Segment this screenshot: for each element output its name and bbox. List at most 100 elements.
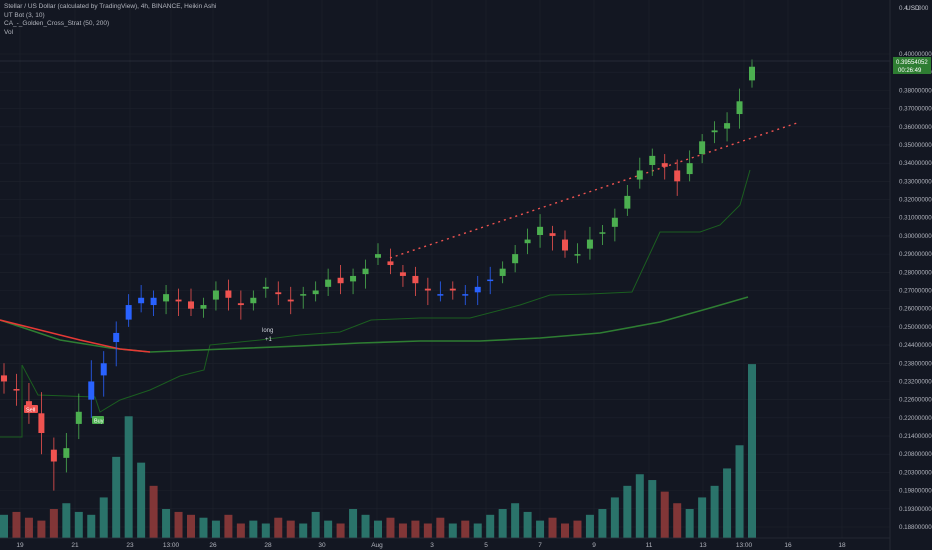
volume-bar xyxy=(324,520,333,538)
candle-body xyxy=(387,261,394,266)
x-tick-label: 30 xyxy=(318,542,326,549)
candle-body xyxy=(574,254,581,256)
buy-marker-label: Buy xyxy=(94,419,104,425)
candle-body xyxy=(200,305,207,309)
volume-bar xyxy=(660,491,669,538)
candle-body xyxy=(424,288,431,291)
volume-bar xyxy=(261,523,270,538)
volume-bar xyxy=(723,468,732,538)
price-axis[interactable]: 0.400000000.390000000.380000000.37000000… xyxy=(889,0,932,550)
volume-bar xyxy=(748,364,756,538)
candle-body xyxy=(175,299,182,302)
candle-body xyxy=(724,123,731,129)
legend-volume[interactable]: Vol xyxy=(4,28,14,36)
candle-body xyxy=(212,290,219,300)
y-tick-label: 0.37000000 xyxy=(899,106,932,113)
candle-body xyxy=(524,239,531,244)
volume-bar xyxy=(398,523,407,538)
candle-body xyxy=(50,449,57,462)
volume-bar xyxy=(498,509,507,538)
candle-body xyxy=(275,292,282,295)
y-tick-label-top-right: 000 xyxy=(918,5,929,12)
candle-body xyxy=(250,297,257,304)
volume-bar xyxy=(710,485,719,538)
time-axis[interactable]: 19 21 23 13:00 26 28 30 Aug 3 5 7 9 11 13 13:00 16 18 xyxy=(0,537,890,549)
y-tick-label: 0.31000000 xyxy=(899,215,932,222)
candle-body xyxy=(163,294,170,302)
volume-bar xyxy=(249,520,258,538)
candle-body xyxy=(88,381,95,400)
x-tick-label: 26 xyxy=(209,542,217,549)
volume-bar xyxy=(473,523,482,538)
volume-bar xyxy=(174,511,183,538)
volume-bar xyxy=(187,514,195,538)
candle-body xyxy=(586,239,593,249)
candle-body xyxy=(661,163,668,167)
volume-bar xyxy=(610,497,619,538)
candle-body xyxy=(237,303,244,306)
candle-body xyxy=(113,332,120,343)
volume-bar xyxy=(199,517,208,538)
sell-marker-label: Sell xyxy=(26,408,35,414)
x-tick-label: 9 xyxy=(592,542,596,549)
currency-label: USD xyxy=(906,5,920,12)
volume-bar xyxy=(585,514,594,538)
volume-bar xyxy=(162,509,171,538)
candle-body xyxy=(13,389,20,391)
candle-body xyxy=(225,290,232,298)
y-tick-label: 0.25000000 xyxy=(899,324,932,331)
volume-bar xyxy=(286,520,295,538)
volume-bar xyxy=(461,520,470,538)
y-tick-label: 0.18800000 xyxy=(899,524,932,531)
candle-body xyxy=(674,170,681,182)
candle-body xyxy=(100,363,107,376)
volume-bar xyxy=(336,523,345,538)
volume-bar xyxy=(623,485,632,538)
volume-bar xyxy=(448,523,457,538)
volume-bar xyxy=(211,520,220,538)
volume-bar xyxy=(137,462,146,538)
candle-body xyxy=(449,288,456,291)
x-tick-label: 21 xyxy=(71,542,79,549)
long-signal-label: long xyxy=(262,328,273,334)
volume-bar xyxy=(24,517,33,538)
candle-body xyxy=(636,170,643,180)
volume-bar xyxy=(12,511,21,538)
candle-body xyxy=(63,448,70,458)
volume-bar xyxy=(635,474,644,538)
legend-golden-cross[interactable]: CA_-_Golden_Cross_Strat (50, 200) xyxy=(4,20,110,27)
y-tick-label: 0.32000000 xyxy=(899,197,932,204)
y-tick-label: 0.33000000 xyxy=(899,178,932,185)
volume-bar xyxy=(436,517,445,538)
volume-bar xyxy=(99,497,108,538)
candle-body xyxy=(499,268,506,276)
candle-body xyxy=(337,277,344,284)
volume-bar xyxy=(423,523,432,538)
legend-ut-bot[interactable]: UT Bot (3, 10) xyxy=(4,11,45,19)
candle-body xyxy=(549,233,556,236)
candle-body xyxy=(537,226,544,236)
y-tick-label: 0.36000000 xyxy=(899,124,932,131)
x-tick-label: 19 xyxy=(16,542,24,549)
y-tick-label: 0.34000000 xyxy=(899,160,932,167)
volume-bar xyxy=(112,456,121,538)
y-tick-label: 0.19800000 xyxy=(899,488,932,495)
volume-bar xyxy=(698,497,707,538)
y-tick-label: 0.38000000 xyxy=(899,87,932,94)
volume-bar xyxy=(349,509,358,538)
x-tick-label: 16 xyxy=(784,542,792,549)
candle-body xyxy=(138,297,145,304)
long-qty-label: +1 xyxy=(265,337,273,343)
legend-title: Stellar / US Dollar (calculated by Tradi… xyxy=(4,3,217,10)
grid-lines xyxy=(0,0,890,538)
y-tick-label: 0.23800000 xyxy=(899,360,932,367)
buy-marker xyxy=(92,416,104,424)
candle-body xyxy=(375,254,381,258)
volume-bar xyxy=(648,480,657,538)
volume-bar xyxy=(386,517,395,538)
candle-body xyxy=(362,268,369,275)
candle-body xyxy=(711,130,718,133)
x-tick-label: 11 xyxy=(646,542,653,549)
candle-body xyxy=(312,290,319,295)
